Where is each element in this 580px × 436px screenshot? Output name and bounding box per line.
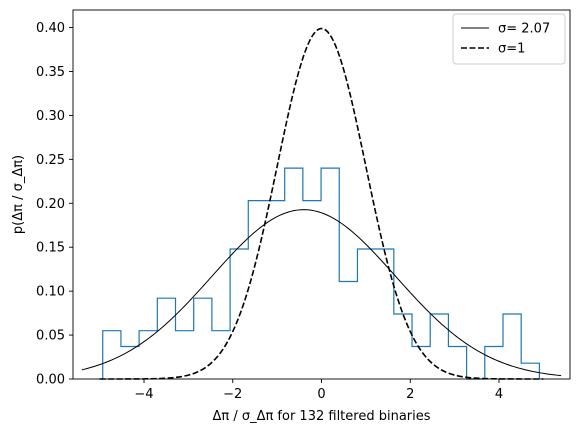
legend-label: σ=1	[498, 42, 525, 57]
series-line-1	[81, 209, 562, 377]
legend-box	[452, 13, 566, 65]
x-tick-label: 2	[406, 387, 414, 402]
y-tick-label: 0.35	[36, 65, 65, 80]
x-tick-label: −2	[223, 387, 242, 402]
legend: σ= 2.07 σ=1	[452, 13, 566, 65]
y-tick-label: 0.30	[36, 109, 65, 124]
y-tick-label: 0.10	[36, 285, 65, 300]
x-tick-label: 4	[495, 387, 503, 402]
x-tick-label: −4	[134, 387, 153, 402]
y-axis-ticks: 0.00 0.05 0.10 0.15 0.20 0.25 0.30 0.35 0.40	[36, 21, 73, 388]
series-line-2	[99, 27, 544, 380]
y-tick-label: 0.15	[36, 241, 65, 256]
y-tick-label: 0.40	[36, 21, 65, 36]
y-tick-label: 0.05	[36, 329, 65, 344]
legend-label: σ= 2.07	[498, 22, 550, 37]
x-axis-label: Δπ / σ_Δπ for 132 filtered binaries	[212, 409, 430, 424]
y-tick-label: 0.20	[36, 197, 65, 212]
x-axis-ticks: −4 −2 0 2 4	[134, 379, 503, 402]
y-tick-label: 0.00	[36, 373, 65, 388]
y-tick-label: 0.25	[36, 153, 65, 168]
y-axis-label: p(Δπ / σ_Δπ)	[11, 155, 26, 234]
x-tick-label: 0	[317, 387, 325, 402]
